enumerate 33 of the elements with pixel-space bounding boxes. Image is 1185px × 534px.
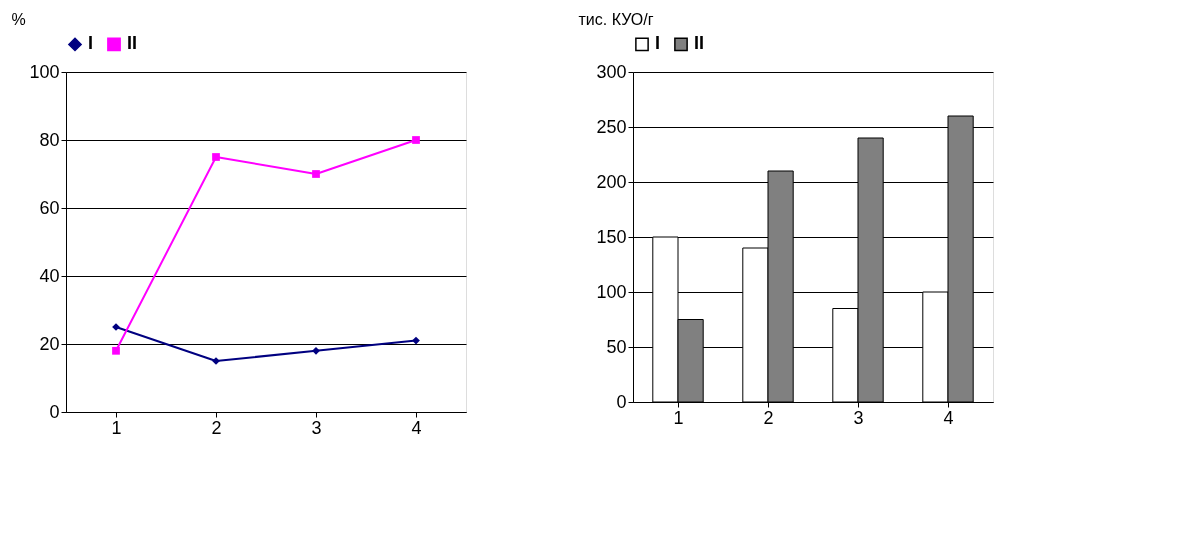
point [412, 136, 420, 144]
y-tick-label: 0 [616, 391, 627, 412]
y-tick-label: 80 [39, 129, 60, 150]
y-tick-label: 100 [596, 281, 627, 302]
y-tick-label: 0 [49, 401, 60, 422]
y-axis-title: тис. КУО/г [578, 10, 654, 28]
legend-label: II [694, 33, 705, 54]
legend-label: I [655, 33, 661, 54]
y-tick-label: 60 [39, 197, 60, 218]
legend-label: II [127, 33, 138, 54]
point [212, 153, 220, 161]
point [312, 170, 320, 178]
x-tick-label: 3 [311, 417, 322, 438]
y-tick-label: 50 [606, 336, 627, 357]
y-tick-label: 200 [596, 171, 627, 192]
x-tick-label: 2 [211, 417, 222, 438]
point [312, 346, 320, 355]
x-tick-label: 3 [853, 407, 864, 428]
y-tick-label: 250 [596, 116, 627, 137]
y-tick-label: 150 [596, 226, 627, 247]
y-tick-label: 100 [29, 61, 60, 82]
x-tick-label: 4 [943, 407, 954, 428]
legend-label: I [88, 33, 94, 54]
x-tick-label: 4 [411, 417, 422, 438]
y-axis-title: % [11, 10, 26, 28]
y-tick-label: 300 [596, 61, 627, 82]
y-tick-label: 20 [39, 333, 60, 354]
x-tick-label: 1 [673, 407, 684, 428]
point [112, 346, 120, 355]
y-tick-label: 40 [39, 265, 60, 286]
point [412, 336, 420, 345]
x-tick-label: 1 [111, 417, 122, 438]
x-tick-label: 2 [763, 407, 774, 428]
